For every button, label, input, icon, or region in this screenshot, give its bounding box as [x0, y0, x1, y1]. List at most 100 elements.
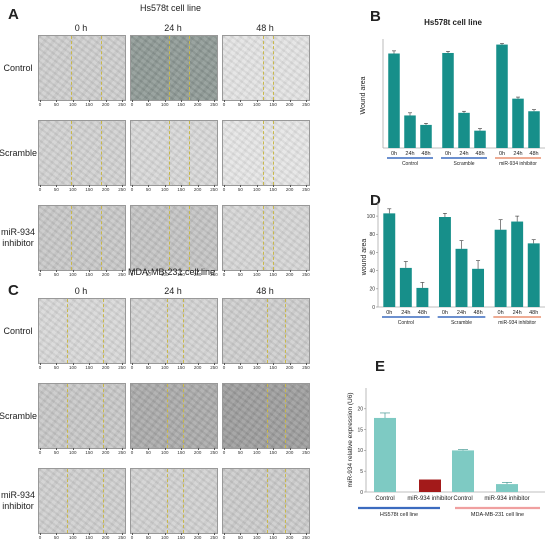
- mdamb231-wound-edge-line: [67, 299, 68, 363]
- mdamb231-ruler-tick: [224, 448, 225, 450]
- hs578t-wound-edge-line: [263, 36, 264, 100]
- hs578t-ruler-tick: [224, 270, 225, 272]
- hs578t-ruler-label: 150: [269, 187, 277, 192]
- mdamb231-scale-ruler: 0 50 100 150 200 250: [222, 533, 310, 543]
- group-label: miR-934 inhibitor: [498, 320, 536, 326]
- hs578t-scale-ruler: 0 50 100 150 200 250: [130, 270, 218, 280]
- mdamb231-wound-edge-line: [267, 299, 268, 363]
- mdamb231-ruler-label: 0: [222, 535, 226, 540]
- hs578t-ruler-tick: [289, 185, 291, 187]
- y-tick-label: 10: [357, 448, 363, 454]
- hs578t-ruler-tick: [197, 185, 199, 187]
- hs578t-ruler-tick: [40, 100, 41, 102]
- y-tick-label: 15: [357, 427, 363, 433]
- x-tick-label: 48h: [529, 310, 538, 316]
- mdamb231-ruler-label: 250: [118, 365, 126, 370]
- hs578t-ruler-label: 0: [222, 102, 226, 107]
- mdamb231-ruler-label: 250: [118, 450, 126, 455]
- hs578t-ruler-label: 100: [253, 102, 261, 107]
- mdamb231-ruler-tick: [197, 448, 199, 450]
- hs578t-ruler-label: 50: [237, 102, 243, 107]
- hs578t-ruler-tick: [306, 270, 307, 272]
- mdamb231-ruler-label: 250: [302, 365, 310, 370]
- mdamb231-ruler-tick: [273, 363, 274, 365]
- mdamb231-micrograph: [38, 298, 126, 364]
- hs578t-ruler-tick: [164, 270, 166, 272]
- mdamb231-wound-edge-line: [67, 384, 68, 448]
- panel-letter-b: B: [370, 8, 381, 25]
- bar: [474, 130, 486, 148]
- hs578t-ruler-label: 250: [302, 187, 310, 192]
- hs578t-micrograph: [38, 120, 126, 186]
- hs578t-ruler-label: 100: [69, 187, 77, 192]
- bar: [419, 479, 441, 492]
- hs578t-wound-edge-line: [71, 206, 72, 270]
- hs578t-ruler-tick: [132, 270, 133, 272]
- hs578t-wound-edge-line: [169, 206, 170, 270]
- hs578t-ruler-label: 200: [101, 272, 110, 277]
- hs578t-ruler-tick: [197, 100, 199, 102]
- mdamb231-scale-ruler: 0 50 100 150 200 250: [38, 448, 126, 458]
- hs578t-ruler-label: 250: [302, 102, 310, 107]
- mdamb231-scale-ruler: 0 50 100 150 200 250: [222, 448, 310, 458]
- hs578t-ruler-tick: [132, 100, 133, 102]
- mdamb231-ruler-tick: [105, 363, 107, 365]
- hs578t-ruler-label: 50: [145, 272, 151, 277]
- mdamb231-ruler-label: 250: [210, 365, 218, 370]
- y-tick-label: 20: [357, 407, 363, 413]
- hs578t-ruler-tick: [240, 270, 241, 272]
- mdamb231-ruler-label: 100: [69, 450, 77, 455]
- mdamb231-ruler-label: 200: [285, 535, 294, 540]
- mdamb231-micrograph: [222, 468, 310, 534]
- bar: [452, 450, 474, 492]
- hs578t-ruler-tick: [72, 100, 74, 102]
- hs578t-ruler-label: 150: [177, 272, 185, 277]
- mdamb231-micrograph: [130, 383, 218, 449]
- hs578t-wound-edge-line: [101, 121, 102, 185]
- hs578t-wound-edge-line: [273, 206, 274, 270]
- hs578t-col-header: 0 h: [74, 23, 88, 33]
- mdamb231-wound-edge-line: [167, 384, 168, 448]
- mdamb231-ruler-label: 200: [101, 535, 110, 540]
- mdamb231-ruler-label: 250: [302, 450, 310, 455]
- bar: [442, 52, 454, 148]
- mdamb231-ruler-label: 0: [222, 450, 226, 455]
- mdamb231-ruler-label: 100: [69, 535, 77, 540]
- hs578t-ruler-tick: [40, 270, 41, 272]
- hs578t-ruler-tick: [273, 270, 274, 272]
- hs578t-col-header: 48 h: [256, 23, 274, 33]
- hs578t-ruler-label: 100: [161, 102, 169, 107]
- bar: [399, 267, 412, 307]
- group-label: Scramble: [453, 161, 474, 167]
- mdamb231-ruler-label: 250: [210, 450, 218, 455]
- x-tick-label: 48h: [529, 151, 538, 157]
- panel-letter-c: C: [8, 282, 19, 299]
- mdamb231-ruler-label: 0: [38, 535, 42, 540]
- mdamb231-micrograph: [222, 298, 310, 364]
- hs578t-ruler-label: 50: [145, 187, 151, 192]
- x-tick-label: 48h: [418, 310, 427, 316]
- mdamb231-ruler-label: 150: [177, 450, 185, 455]
- mdamb231-ruler-label: 0: [38, 365, 42, 370]
- hs578t-micrograph: [222, 205, 310, 271]
- mdamb231-ruler-label: 0: [130, 535, 134, 540]
- hs578t-ruler-tick: [148, 270, 149, 272]
- hs578t-ruler-label: 0: [38, 187, 42, 192]
- hs578t-ruler-label: 100: [161, 272, 169, 277]
- hs578t-wound-edge-line: [263, 121, 264, 185]
- hs578t-ruler-label: 200: [285, 102, 294, 107]
- mdamb231-ruler-label: 100: [161, 535, 169, 540]
- mdamb231-ruler-label: 150: [269, 365, 277, 370]
- mdamb231-ruler-label: 50: [237, 450, 243, 455]
- y-tick-label: 20: [369, 287, 375, 293]
- mdamb231-ruler-label: 100: [69, 365, 77, 370]
- hs578t-micrograph: [130, 35, 218, 101]
- hs578t-ruler-tick: [240, 185, 241, 187]
- mdamb231-ruler-tick: [132, 448, 133, 450]
- y-axis-label: Wound area: [360, 76, 367, 114]
- hs578t-ruler-label: 200: [193, 272, 202, 277]
- mdamb231-wound-edge-line: [285, 299, 286, 363]
- hs578t-ruler-tick: [122, 270, 123, 272]
- mdamb231-wound-edge-line: [167, 299, 168, 363]
- mdamb231-ruler-label: 100: [253, 450, 261, 455]
